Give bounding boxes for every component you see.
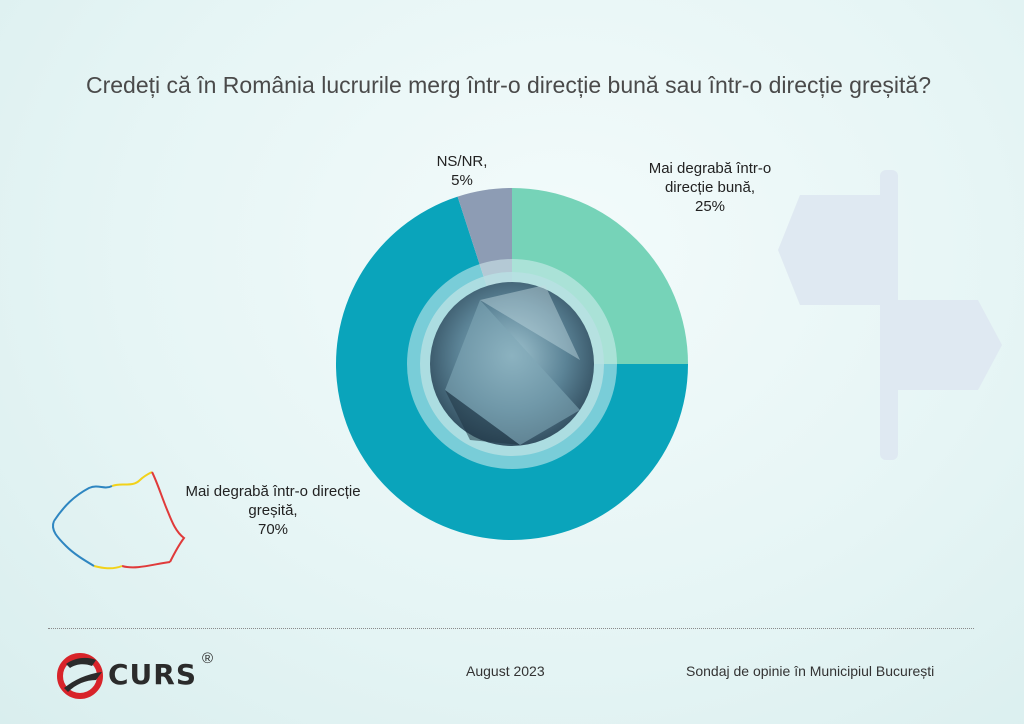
footer-date: August 2023 (466, 663, 545, 679)
registered-mark: ® (202, 650, 214, 667)
slice-label-bad-pct: 70% (257, 521, 289, 538)
slice-label-bad-name: Mai degrabă într-o direcție greșită, (185, 483, 361, 519)
curs-logo: CURS ® (56, 650, 236, 700)
hole-facet (480, 285, 580, 360)
slice-label-good-name: Mai degrabă într-o direcție bună, (648, 160, 772, 196)
slice-label-ns: NS/NR, 5% (412, 152, 512, 190)
footer-divider (48, 628, 974, 629)
romania-map-icon (52, 471, 186, 570)
slice-label-good-pct: 25% (694, 198, 726, 215)
signpost-icon (778, 170, 1002, 460)
curs-logo-text: CURS (108, 658, 198, 691)
slice-label-ns-name: NS/NR, (436, 153, 488, 170)
footer-survey: Sondaj de opinie în Municipiul București (686, 663, 935, 679)
slice-label-ns-pct: 5% (451, 172, 473, 189)
hole-facet (445, 390, 520, 445)
chart-title: Credeți că în România lucrurile merg înt… (86, 72, 931, 98)
slice-label-good: Mai degrabă într-o direcție bună, 25% (645, 159, 775, 216)
curs-logo-icon (57, 653, 103, 699)
hole-facet (445, 300, 580, 445)
slice-label-bad: Mai degrabă într-o direcție greșită, 70% (178, 482, 368, 539)
